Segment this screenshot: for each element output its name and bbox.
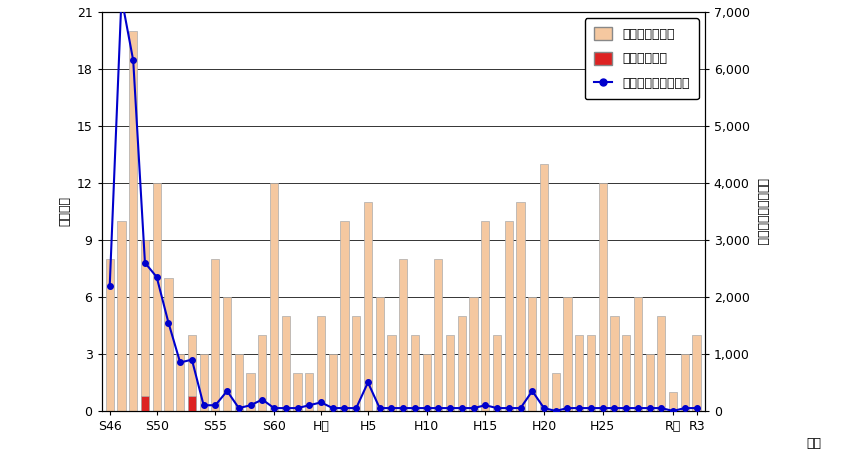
Bar — [575, 335, 584, 411]
Bar — [305, 373, 314, 411]
Bar — [364, 202, 372, 411]
Bar — [599, 183, 607, 411]
Bar — [669, 392, 677, 411]
Bar — [493, 335, 501, 411]
Bar — [153, 183, 161, 411]
Bar — [540, 164, 548, 411]
Bar — [435, 259, 442, 411]
Bar — [446, 335, 454, 411]
Bar — [587, 335, 595, 411]
Bar — [223, 297, 231, 411]
Bar — [176, 354, 184, 411]
Bar — [516, 202, 525, 411]
Bar — [657, 316, 665, 411]
Y-axis label: 発令回数: 発令回数 — [58, 197, 71, 227]
Bar — [411, 335, 419, 411]
Bar — [270, 183, 278, 411]
Bar — [199, 354, 208, 411]
Bar — [282, 316, 290, 411]
Legend: 注意報発令回数, 警報発令回数, 届出被害者数（人）: 注意報発令回数, 警報発令回数, 届出被害者数（人） — [584, 18, 699, 99]
Bar — [164, 278, 173, 411]
Bar — [106, 259, 114, 411]
Text: 年度: 年度 — [806, 437, 821, 450]
Bar — [423, 354, 431, 411]
Bar — [317, 316, 325, 411]
Bar — [481, 221, 489, 411]
Bar — [610, 316, 619, 411]
Y-axis label: 届出被害者数（人）: 届出被害者数（人） — [756, 178, 769, 245]
Bar — [352, 316, 360, 411]
Bar — [141, 396, 149, 411]
Bar — [646, 354, 653, 411]
Bar — [458, 316, 466, 411]
Bar — [118, 221, 125, 411]
Bar — [563, 297, 572, 411]
Bar — [293, 373, 302, 411]
Bar — [693, 335, 700, 411]
Bar — [187, 335, 196, 411]
Bar — [469, 297, 478, 411]
Bar — [681, 354, 689, 411]
Bar — [246, 373, 255, 411]
Bar — [258, 335, 267, 411]
Bar — [340, 221, 348, 411]
Bar — [504, 221, 513, 411]
Bar — [388, 335, 395, 411]
Bar — [528, 297, 537, 411]
Bar — [235, 354, 243, 411]
Bar — [551, 373, 560, 411]
Bar — [211, 259, 220, 411]
Bar — [187, 396, 196, 411]
Bar — [329, 354, 337, 411]
Bar — [376, 297, 383, 411]
Bar — [130, 31, 137, 411]
Bar — [399, 259, 407, 411]
Bar — [141, 240, 149, 411]
Bar — [622, 335, 630, 411]
Bar — [634, 297, 642, 411]
